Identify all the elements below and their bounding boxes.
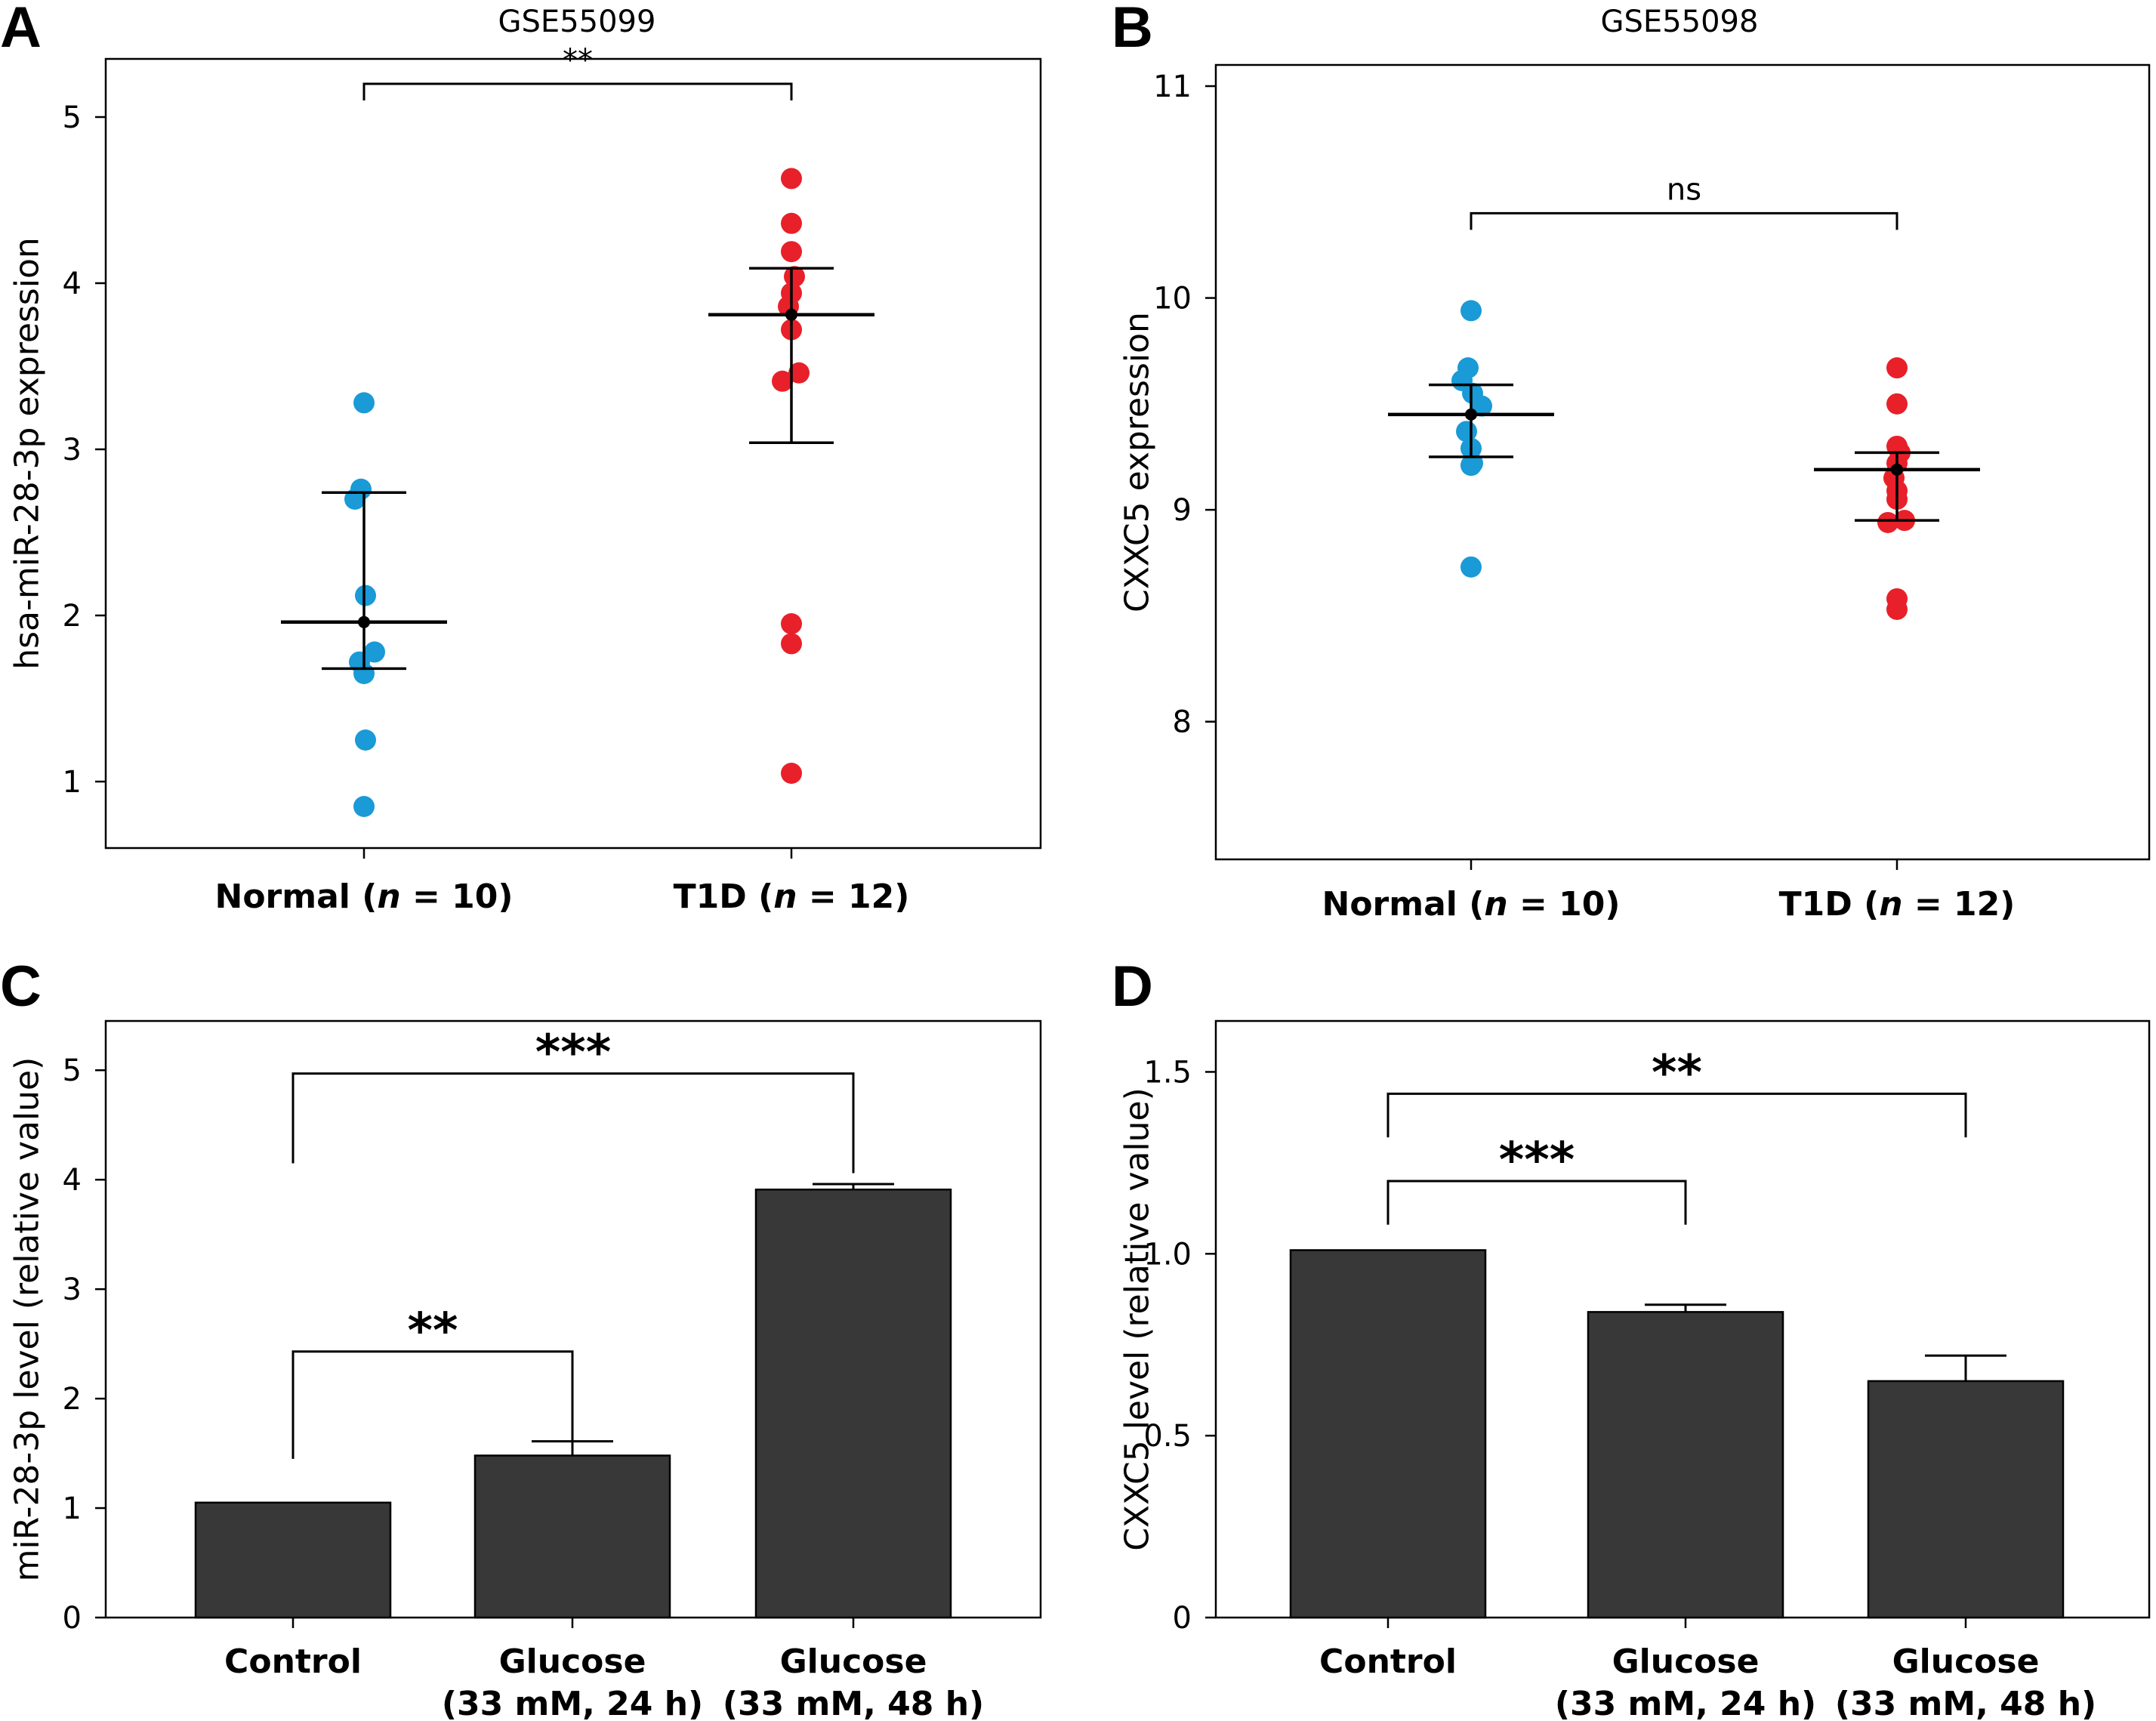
category-label: Glucose [1892,1642,2040,1681]
y-tick-label: 0 [63,1601,82,1636]
y-tick-label: 5 [63,100,82,135]
y-axis-label: miR-28-3p level (relative value) [8,1057,47,1582]
panel-letter: B [1112,0,1153,60]
data-point [1886,393,1908,415]
category-label: T1D (n = 12) [1779,885,2016,924]
y-tick-label: 11 [1153,69,1192,104]
y-tick-label: 2 [63,599,82,634]
data-point [781,241,802,263]
bar [1587,1311,1784,1619]
category-sublabel: (33 mM, 48 h) [1835,1685,2096,1721]
category-label: Normal (n = 10) [1322,885,1621,924]
data-point [781,613,802,634]
panel-letter: A [0,0,42,60]
bar [194,1501,392,1619]
bar [754,1188,952,1619]
significance-label: ** [563,43,593,78]
data-point [355,584,376,606]
category-label: Control [1319,1642,1457,1681]
significance-bracket [1386,1180,1687,1225]
y-tick-label: 1.5 [1143,1055,1192,1090]
data-point [353,392,375,414]
category-label: Glucose [780,1642,927,1681]
category-label: T1D (n = 12) [674,877,910,916]
category-sublabel: (33 mM, 48 h) [723,1685,984,1721]
significance-bracket [291,1350,574,1459]
category-label: Control [224,1642,362,1681]
y-tick-label: 4 [63,267,82,301]
panel-a: A GSE55099 hsa-miR-28-3p expression 1 2 3 4 5 **… [0,0,1042,916]
significance-label: ** [408,1303,458,1359]
y-tick-label: 8 [1173,705,1192,740]
data-point [781,168,802,190]
chart-title: GSE55099 [498,5,656,39]
y-tick-label: 0 [1173,1601,1192,1636]
category-label: Normal (n = 10) [215,877,514,916]
y-axis-label: hsa-miR-28-3p expression [8,237,47,670]
data-point [1460,455,1482,477]
y-tick-label: 2 [63,1382,82,1417]
data-point [781,212,802,234]
y-axis-label: CXXC5 expression [1118,312,1157,612]
data-point [344,489,366,510]
significance-label: ** [1652,1045,1702,1101]
plot-frame [1214,63,2151,861]
data-point [781,763,802,784]
data-point [364,641,385,663]
data-point [1471,395,1492,417]
significance-bracket [291,1072,855,1174]
significance-label: ns [1667,172,1701,207]
data-point [772,370,793,392]
data-point [1460,556,1482,578]
mean-point [785,308,797,321]
y-tick-label: 3 [63,1272,82,1307]
panel-letter: D [1112,955,1153,1019]
significance-bracket [1386,1092,1967,1138]
plot-frame [104,57,1042,850]
mean-point [1891,463,1903,476]
y-tick-label: 3 [63,433,82,467]
data-point [1886,357,1908,379]
data-point [1460,300,1482,322]
significance-label: *** [535,1026,611,1081]
panel-d: D CXXC5 level (relative value) 0 0.5 1.0 1.5 *… [1112,955,2151,1721]
y-axis-label: CXXC5 level (relative value) [1118,1087,1157,1551]
y-tick-label: 1 [63,1491,82,1526]
y-tick-label: 1 [63,765,82,800]
data-point [1886,598,1908,620]
y-tick-label: 4 [63,1163,82,1198]
y-tick-label: 1.0 [1143,1237,1192,1272]
y-tick-label: 0.5 [1143,1419,1192,1454]
data-point [355,729,376,751]
category-label: Glucose [499,1642,646,1681]
data-point [781,633,802,655]
data-point [788,362,810,384]
chart-title: GSE55098 [1601,5,1759,39]
bar [1867,1380,2065,1619]
mean-point [358,615,370,628]
mean-point [1465,408,1477,421]
panel-letter: C [0,955,42,1019]
significance-label: *** [1499,1133,1575,1189]
data-point [353,796,375,817]
data-point [1877,511,1898,533]
data-point [784,266,805,288]
category-sublabel: (33 mM, 24 h) [1555,1685,1816,1721]
panel-b: B GSE55098 CXXC5 expression 8 9 10 11 ns Normal … [1112,0,2151,924]
bar [473,1454,671,1619]
significance-bracket [362,82,793,100]
y-tick-label: 9 [1173,493,1192,528]
bar [1289,1249,1487,1619]
category-sublabel: (33 mM, 24 h) [442,1685,703,1721]
category-label: Glucose [1612,1642,1760,1681]
y-tick-label: 5 [63,1053,82,1088]
y-tick-label: 10 [1153,282,1192,316]
significance-bracket [1470,211,1898,230]
